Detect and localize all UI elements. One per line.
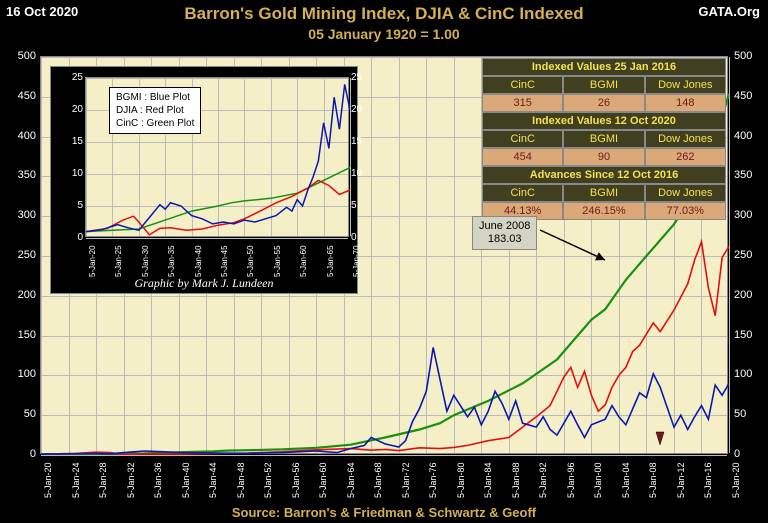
annotation-line2: 183.03	[479, 233, 530, 246]
annotation-line1: June 2008	[479, 220, 530, 233]
annotation-june2008: June 2008 183.03	[472, 216, 537, 250]
legend-djia: DJIA : Red Plot	[116, 104, 194, 117]
table-header: Indexed Values 12 Oct 2020	[482, 112, 726, 130]
chart-subtitle: 05 January 1920 = 1.00	[0, 26, 768, 42]
graphic-credit: Graphic by Mark J. Lundeen	[51, 276, 357, 291]
y-axis-right: 050100150200250300350400450500	[730, 56, 768, 454]
data-table-panel: Indexed Values 25 Jan 2016CinCBGMIDow Jo…	[482, 58, 726, 220]
source-label: Source: Barron's & Friedman & Schwartz &…	[0, 505, 768, 520]
table-header: Indexed Values 25 Jan 2016	[482, 58, 726, 76]
table-header: Advances Since 12 Oct 2016	[482, 166, 726, 184]
legend-bgmi: BGMI : Blue Plot	[116, 91, 194, 104]
x-axis: 5-Jan-205-Jan-245-Jan-285-Jan-325-Jan-36…	[40, 454, 728, 504]
y-axis-left: 050100150200250300350400450500	[0, 56, 38, 454]
inset-panel: 0510152025 0510152025 5-Jan-205-Jan-255-…	[50, 66, 358, 294]
legend-cinc: CinC : Green Plot	[116, 117, 194, 130]
inset-legend: BGMI : Blue Plot DJIA : Red Plot CinC : …	[109, 87, 201, 134]
chart-title: Barron's Gold Mining Index, DJIA & CinC …	[0, 4, 768, 24]
